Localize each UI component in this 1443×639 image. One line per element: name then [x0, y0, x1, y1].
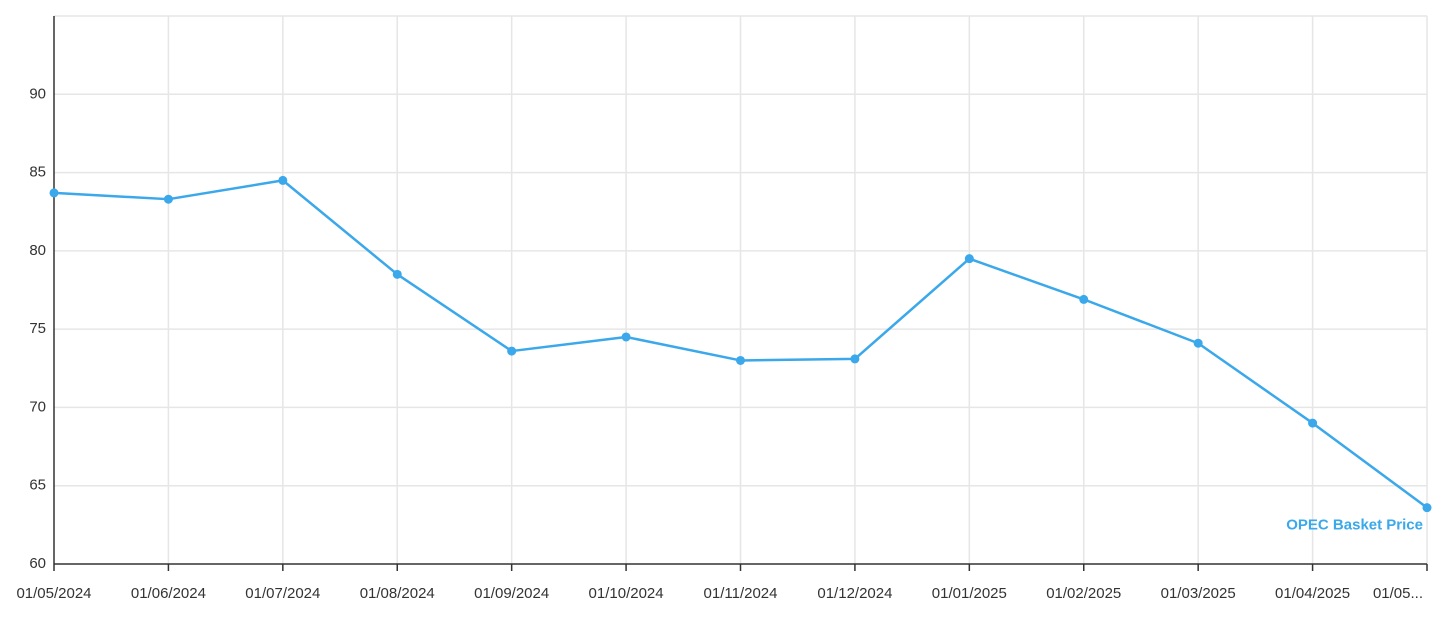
- x-tick-label: 01/05/2024: [16, 585, 91, 602]
- x-axis-ticks: 01/05/2024 01/06/2024 01/07/2024 01/08/2024…: [16, 564, 1428, 602]
- data-point: [392, 269, 402, 279]
- y-tick-label: 75: [29, 320, 46, 337]
- x-tick-label: 01/04/2025: [1275, 585, 1350, 602]
- y-tick-label: 65: [29, 477, 46, 494]
- x-tick-label: 01/01/2025: [932, 585, 1007, 602]
- y-axis-ticks: 60 65 70 75 80 85 90: [29, 85, 46, 572]
- y-tick-label: 60: [29, 555, 46, 572]
- data-point: [278, 175, 288, 185]
- x-tick-label: 01/03/2025: [1161, 585, 1236, 602]
- y-tick-label: 70: [29, 398, 46, 415]
- data-point: [964, 254, 974, 264]
- data-point: [163, 194, 173, 204]
- x-tick-label: 01/10/2024: [589, 585, 664, 602]
- plot-area: OPEC Basket Price: [49, 175, 1432, 534]
- x-tick-label: 01/06/2024: [131, 585, 206, 602]
- data-point: [1193, 338, 1203, 348]
- data-point: [1308, 418, 1318, 428]
- data-point: [621, 332, 631, 342]
- y-tick-label: 90: [29, 85, 46, 102]
- x-tick-label: 01/02/2025: [1046, 585, 1121, 602]
- data-point: [850, 354, 860, 364]
- x-tick-label: 01/11/2024: [704, 585, 778, 602]
- x-tick-label: 01/08/2024: [360, 585, 435, 602]
- x-tick-label: 01/07/2024: [245, 585, 320, 602]
- data-point: [1079, 294, 1089, 304]
- x-tick-label: 01/05...: [1373, 585, 1423, 602]
- x-tick-label: 01/09/2024: [474, 585, 549, 602]
- data-point: [736, 355, 745, 365]
- data-point: [507, 346, 517, 356]
- x-tick-label: 01/12/2024: [817, 585, 892, 602]
- series-label: OPEC Basket Price: [1286, 517, 1423, 534]
- grid-lines: [54, 15, 1428, 564]
- y-tick-label: 85: [29, 164, 46, 181]
- y-tick-label: 80: [29, 242, 46, 259]
- data-point: [49, 188, 59, 198]
- data-point: [1422, 503, 1432, 513]
